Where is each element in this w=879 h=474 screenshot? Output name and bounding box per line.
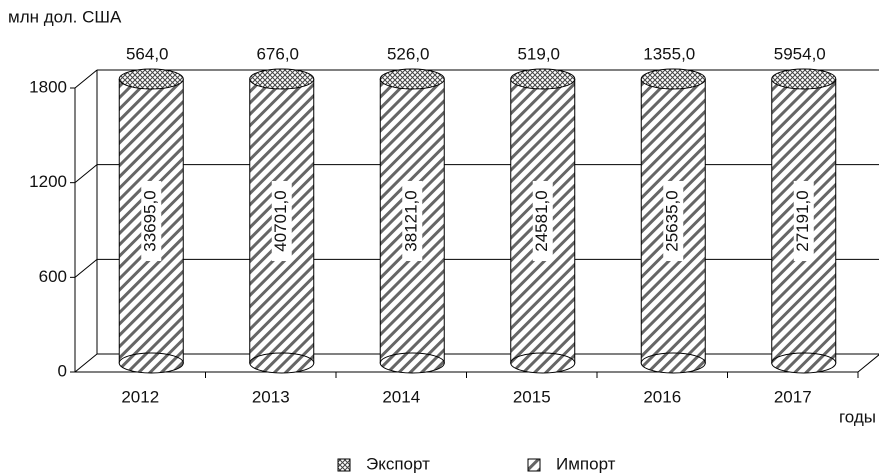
y-tick-label: 1200: [29, 172, 67, 191]
data-label: 40701,0: [271, 190, 290, 251]
cylinder-base: [249, 352, 315, 374]
cylinder-base: [640, 352, 706, 374]
cylinder-cap: [379, 68, 445, 90]
data-label: 25635,0: [663, 190, 682, 251]
label-bg: [532, 181, 553, 261]
cylinder-base: [118, 352, 184, 374]
data-label: 564,0: [126, 44, 169, 63]
y-tick-label: 600: [39, 267, 67, 286]
data-label: 38121,0: [402, 190, 421, 251]
x-tick-label: 2015: [513, 387, 551, 406]
legend-label: Экспорт: [366, 454, 430, 473]
y-tick-label: 1800: [29, 77, 67, 96]
data-label: 27191,0: [793, 190, 812, 251]
grid-line: [74, 258, 98, 278]
x-tick-label: 2017: [774, 387, 812, 406]
legend-swatch: [337, 458, 351, 472]
label-bg: [271, 181, 292, 261]
x-tick-label: 2014: [382, 387, 420, 406]
x-tick-label: 2012: [121, 387, 159, 406]
data-label: 676,0: [256, 44, 299, 63]
bars: [118, 79, 837, 364]
label-bg: [141, 181, 162, 261]
data-label: 1355,0: [643, 44, 695, 63]
x-tick-label: 2013: [252, 387, 290, 406]
cylinder-cap: [510, 68, 576, 90]
legend-label: Импорт: [556, 454, 616, 473]
legend-swatch: [527, 458, 541, 472]
y-tick-label: 0: [58, 361, 67, 380]
cylinder-cap: [249, 68, 315, 90]
label-bg: [402, 181, 423, 261]
data-label: 526,0: [387, 44, 430, 63]
data-label: 5954,0: [774, 44, 826, 63]
floor-edge: [857, 354, 879, 373]
cylinder-base: [771, 352, 837, 374]
grid-line: [74, 164, 98, 184]
x-axis-label: годы: [839, 407, 876, 426]
cylinder-cap: [118, 68, 184, 90]
data-label: 519,0: [517, 44, 560, 63]
cylinder-cap: [640, 68, 706, 90]
data-label: 33695,0: [141, 190, 160, 251]
label-bg: [663, 181, 684, 261]
label-bg: [793, 181, 814, 261]
cylinder-base: [510, 352, 576, 374]
data-label: 24581,0: [532, 190, 551, 251]
cylinder-base: [379, 352, 445, 374]
grid-line: [74, 69, 98, 89]
grid-line: [74, 353, 98, 373]
cylinder-cap: [771, 68, 837, 90]
x-tick-label: 2016: [643, 387, 681, 406]
y-axis-label: млн дол. США: [8, 7, 122, 26]
